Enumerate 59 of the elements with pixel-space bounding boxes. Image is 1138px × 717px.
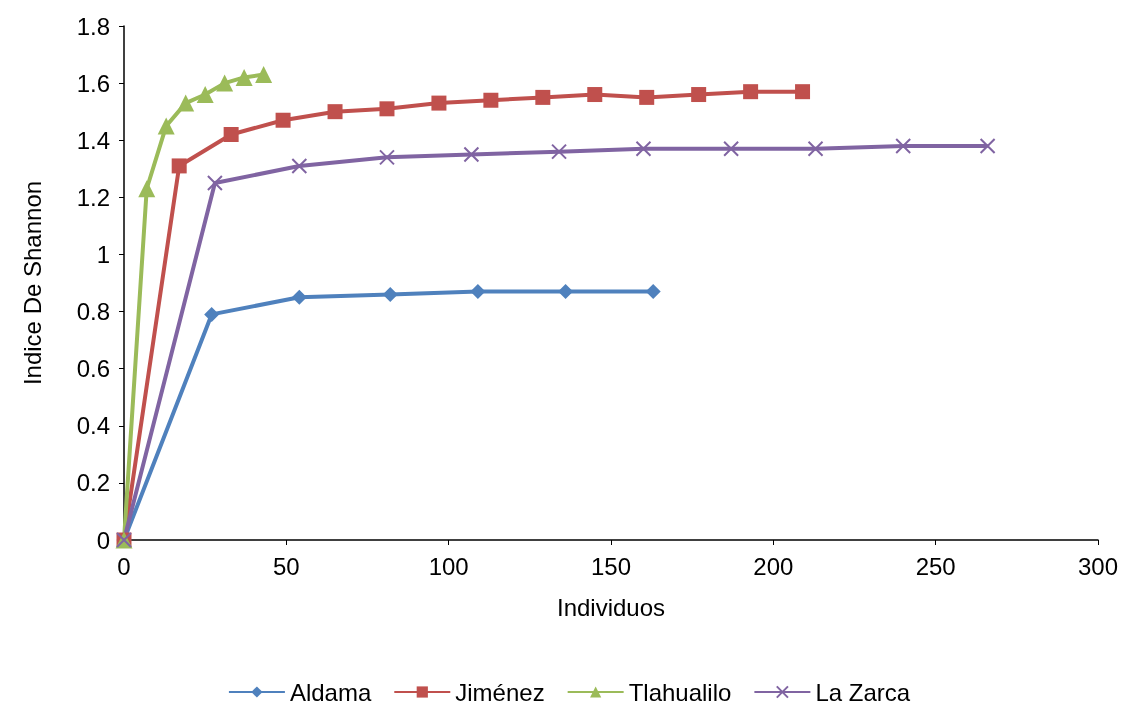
point	[378, 149, 395, 166]
point	[979, 137, 996, 154]
point	[235, 68, 253, 86]
point	[275, 112, 291, 128]
point	[291, 289, 307, 305]
x-axis-title: Individuos	[556, 593, 666, 621]
point	[157, 117, 175, 135]
point	[645, 284, 661, 300]
point	[587, 87, 603, 103]
point	[206, 175, 223, 192]
x-tick-label: 150	[590, 552, 632, 580]
point	[382, 286, 398, 302]
point	[470, 284, 486, 300]
point	[723, 140, 740, 157]
point	[795, 84, 811, 100]
y-tick-label: 1.8	[76, 12, 110, 40]
point	[551, 143, 568, 160]
x-tick-label: 250	[915, 552, 956, 580]
y-axis-title: Indice De Shannon	[18, 180, 46, 386]
point	[431, 95, 447, 111]
y-tick-label: 0.8	[76, 298, 110, 326]
y-tick-label: 1.6	[76, 69, 110, 97]
point	[291, 157, 308, 174]
point	[223, 127, 239, 143]
y-tick-label: 1.4	[76, 126, 110, 154]
point	[635, 140, 652, 157]
point	[483, 92, 499, 108]
point	[177, 94, 195, 112]
point	[743, 84, 759, 100]
y-tick-label: 0	[96, 526, 110, 554]
point	[379, 101, 395, 117]
y-tick-label: 0.6	[76, 355, 110, 383]
y-tick-label: 1	[96, 240, 110, 268]
point	[558, 284, 574, 300]
point	[895, 137, 912, 154]
point	[196, 86, 214, 104]
y-tick-label: 0.2	[76, 469, 110, 497]
point	[463, 146, 480, 163]
y-tick-label: 1.2	[76, 183, 110, 211]
legend-label: Tlahualilo	[628, 678, 732, 706]
point	[204, 306, 220, 322]
point	[171, 158, 187, 174]
legend-label: Jiménez	[455, 678, 545, 706]
point	[639, 89, 655, 105]
x-tick-label: 200	[753, 552, 794, 580]
point	[138, 180, 156, 198]
point	[255, 66, 273, 84]
x-tick-label: 100	[428, 552, 469, 580]
point	[691, 87, 707, 103]
x-tick-label: 0	[117, 552, 131, 580]
x-tick-label: 50	[272, 552, 300, 580]
point	[327, 104, 343, 120]
point	[216, 74, 234, 92]
point	[535, 89, 551, 105]
legend-label: Aldama	[289, 678, 372, 706]
legend-label: La Zarca	[815, 678, 911, 706]
x-tick-label: 300	[1077, 552, 1119, 580]
point	[807, 140, 824, 157]
y-tick-label: 0.4	[76, 412, 110, 440]
